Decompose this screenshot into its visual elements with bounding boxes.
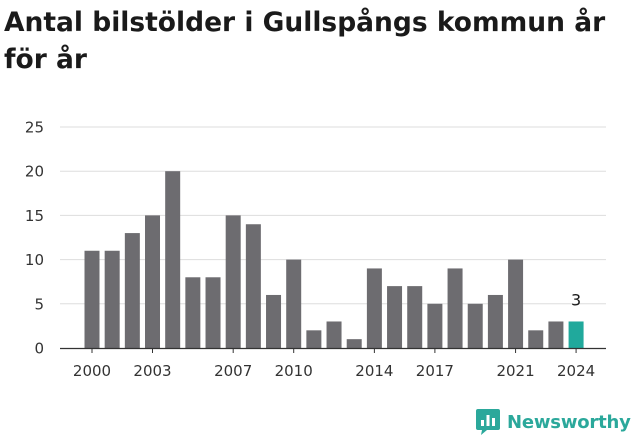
bar xyxy=(124,233,140,348)
x-axis-tick-labels: 2000 2003 2007 2010 2014 2017 2021 2024 xyxy=(73,362,595,380)
y-tick-label: 10 xyxy=(25,251,44,269)
bar xyxy=(84,250,100,348)
bar xyxy=(104,250,120,348)
bars xyxy=(84,171,584,348)
bar xyxy=(366,268,382,348)
bar xyxy=(205,277,221,348)
y-tick-label: 20 xyxy=(25,163,44,181)
bar xyxy=(266,294,282,348)
bar xyxy=(346,339,362,348)
y-tick-label: 5 xyxy=(34,295,44,313)
bar xyxy=(165,171,181,348)
y-tick-label: 15 xyxy=(25,207,44,225)
bar xyxy=(185,277,201,348)
bar xyxy=(467,303,483,348)
chart-title: Antal bilstölder i Gullspångs kommun år … xyxy=(4,7,606,75)
data-label: 3 xyxy=(571,290,581,309)
bar xyxy=(508,259,524,348)
x-tick-label: 2024 xyxy=(557,362,595,380)
x-tick-label: 2017 xyxy=(416,362,454,380)
bar xyxy=(487,294,503,348)
bar xyxy=(447,268,463,348)
y-tick-label: 25 xyxy=(25,119,44,137)
x-tick-label: 2000 xyxy=(73,362,111,380)
x-tick-label: 2021 xyxy=(496,362,534,380)
brand-name: Newsworthy xyxy=(507,411,631,433)
bar xyxy=(427,303,443,348)
bar xyxy=(568,321,584,348)
bar xyxy=(145,215,161,348)
x-tick-label: 2003 xyxy=(133,362,171,380)
x-tick-label: 2014 xyxy=(355,362,393,380)
bar xyxy=(548,321,564,348)
x-tick-label: 2007 xyxy=(214,362,252,380)
x-axis xyxy=(60,347,606,353)
x-tick-label: 2010 xyxy=(275,362,313,380)
bar xyxy=(286,259,302,348)
y-axis-tick-labels: 0 5 10 15 20 25 xyxy=(25,119,44,358)
bar xyxy=(306,330,322,348)
gridlines xyxy=(60,126,606,305)
y-tick-label: 0 xyxy=(34,340,44,358)
bar xyxy=(528,330,544,348)
newsworthy-logo-icon xyxy=(476,409,500,435)
bar xyxy=(326,321,342,348)
bar xyxy=(387,286,403,348)
bar xyxy=(407,286,423,348)
data-labels: 3 xyxy=(571,290,581,309)
bar xyxy=(245,224,261,348)
newsworthy-brand[interactable]: Newsworthy xyxy=(475,406,631,438)
bar xyxy=(225,215,241,348)
